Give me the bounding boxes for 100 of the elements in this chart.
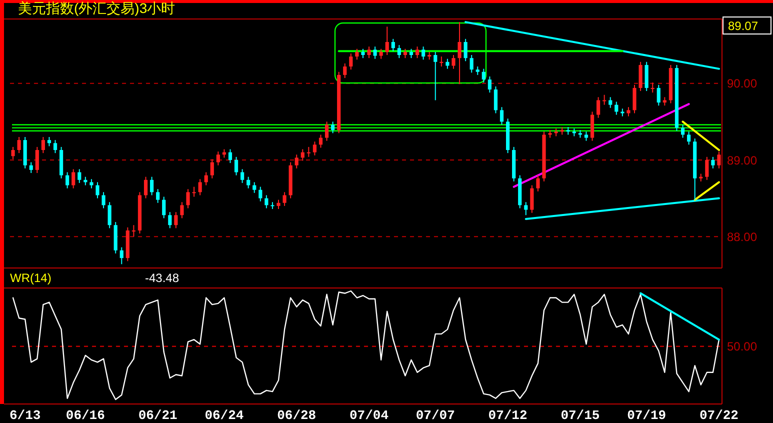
candlestick [29,162,33,174]
candlestick [258,186,262,202]
candlestick [379,48,383,60]
candlestick [343,62,347,78]
candlestick [711,156,715,169]
candlestick [590,111,594,142]
candlestick [500,106,504,126]
y-tick-label: 89.00 [727,153,758,168]
candlestick [391,38,395,52]
candlestick [234,156,238,176]
candlestick [452,54,456,70]
candlestick [306,146,310,158]
candlestick [300,148,304,162]
candlestick [294,154,298,169]
x-tick-label: 07/22 [699,408,739,423]
candlestick [264,194,268,209]
candlestick [446,58,450,70]
candlestick [422,46,426,60]
text: 89.07 [728,19,758,33]
candlestick [174,212,178,229]
candlestick [614,101,618,116]
candlestick [228,148,232,164]
candlestick [41,136,45,154]
candlestick [120,246,124,265]
candlestick [216,151,220,166]
candlestick [90,178,94,189]
candlestick [536,174,540,192]
candlestick [705,156,709,180]
candlestick [240,168,244,184]
chart-title: 美元指数(外汇交易)3小时 [18,0,176,16]
text: -43.48 [145,271,180,285]
candlestick [331,121,335,134]
candlestick [530,184,534,214]
candlestick [397,44,401,59]
x-tick-label: 07/12 [488,408,528,423]
candlestick [156,188,160,204]
candlestick [403,48,408,59]
candlestick [687,131,691,146]
candlestick [162,196,166,219]
candlestick [373,46,377,60]
candlestick [638,61,642,92]
candlestick [282,192,286,206]
candlestick [72,168,76,189]
candlestick [17,136,21,154]
candlestick [78,168,82,184]
y-tick-label: 88.00 [727,230,758,244]
candlestick [355,48,359,60]
candlestick [210,158,214,179]
candlestick [198,178,202,196]
candlestick [464,38,468,62]
x-tick-label: 07/07 [416,408,455,423]
candlestick [458,22,462,85]
candlestick [717,151,721,169]
candlestick [470,54,474,74]
candlestick [35,146,39,174]
candlestick [494,86,498,114]
candlestick [324,121,329,142]
candlestick [102,192,106,209]
candlestick [312,141,317,156]
x-tick-label: 6/13 [9,408,41,423]
x-tick-label: 07/19 [627,408,666,423]
candlestick [632,84,636,114]
candlestick [47,136,52,147]
chart-title: WR(14) [10,271,52,285]
candlestick [608,96,612,108]
candlestick [524,202,528,216]
x-tick-label: 07/04 [350,408,389,423]
candlestick [644,61,648,92]
candlestick [150,176,154,196]
candlestick [144,176,148,199]
x-tick-label: 06/28 [277,408,316,423]
candlestick [650,82,654,94]
candlestick [53,140,58,154]
candlestick [584,131,588,142]
candlestick [440,56,444,67]
candlestick [168,212,172,229]
x-tick-label: 06/21 [138,408,178,423]
x-tick-label: 07/15 [560,408,600,423]
candlestick [409,48,414,59]
candlestick [482,68,486,84]
candlestick [192,186,196,198]
y-tick-label: 90.00 [727,76,758,91]
candlestick [367,46,371,59]
text: 50.00 [727,340,758,354]
candlestick [680,124,685,138]
x-tick-label: 06/24 [204,408,244,423]
candlestick [11,146,15,160]
candlestick [246,176,250,189]
candlestick [132,224,136,238]
candlestick [204,172,208,186]
x-tick-label: 06/16 [66,408,106,423]
candlestick [276,199,280,210]
candlestick [596,96,600,118]
candlestick [186,188,190,209]
candlestick [656,84,660,106]
candlestick [626,106,630,117]
candlestick [349,52,353,70]
candlestick [252,182,256,194]
candlestick [318,134,323,148]
candlestick [434,51,438,101]
